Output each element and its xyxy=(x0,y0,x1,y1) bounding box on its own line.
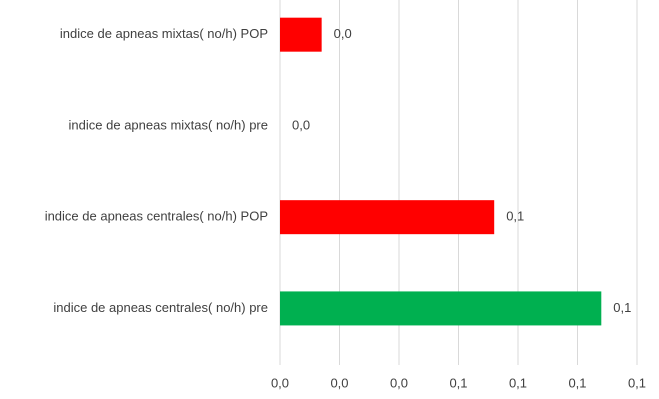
x-tick-label: 0,0 xyxy=(390,375,408,390)
y-tick-label: indice de apneas centrales( no/h) POP xyxy=(45,209,268,224)
x-tick-label: 0,1 xyxy=(449,375,467,390)
y-tick-label: indice de apneas mixtas( no/h) pre xyxy=(69,117,268,132)
value-label: 0,1 xyxy=(613,300,631,315)
value-label: 0,0 xyxy=(292,117,310,132)
x-tick-label: 0,1 xyxy=(509,375,527,390)
y-tick-label: indice de apneas mixtas( no/h) POP xyxy=(60,26,268,41)
x-tick-label: 0,1 xyxy=(568,375,586,390)
x-tick-label: 0,1 xyxy=(628,375,646,390)
bar xyxy=(280,291,602,326)
x-tick-label: 0,0 xyxy=(330,375,348,390)
value-label: 0,0 xyxy=(334,26,352,41)
bar xyxy=(280,17,322,52)
x-tick-label: 0,0 xyxy=(271,375,289,390)
bar xyxy=(280,200,495,235)
value-label: 0,1 xyxy=(506,209,524,224)
y-tick-label: indice de apneas centrales( no/h) pre xyxy=(53,300,268,315)
